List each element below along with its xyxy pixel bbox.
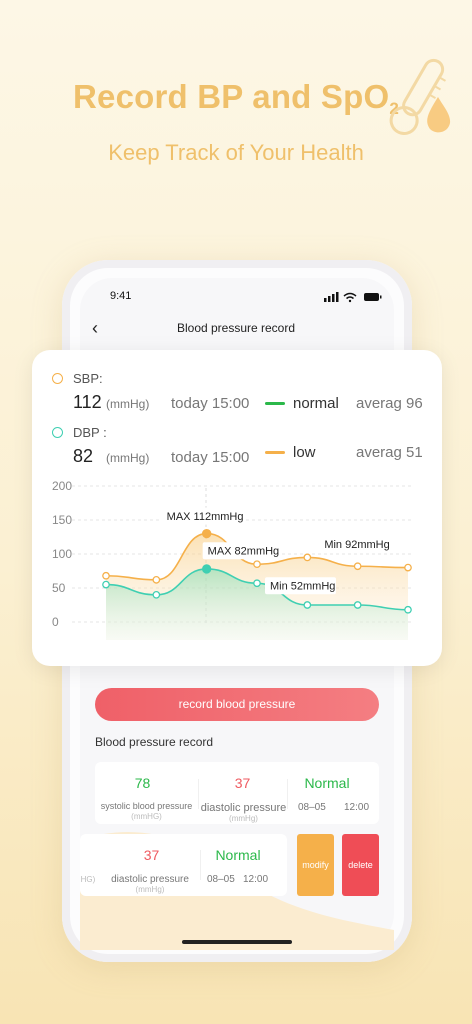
diastolic-unit: (mmHg) (229, 814, 258, 823)
thermometer-icon (389, 58, 451, 135)
dbp-time: today 15:00 (171, 449, 250, 466)
record-date: 08–05 (298, 802, 326, 813)
data-point (152, 575, 161, 584)
annotation-label: MAX 112mmHg (167, 511, 244, 523)
annotation-label: MAX 82mmHg (208, 546, 280, 558)
dbp-value: 82 (73, 446, 94, 466)
divider (287, 779, 288, 809)
systolic-unit: (mmHG) (131, 812, 162, 821)
record-blood-pressure-button[interactable]: record blood pressure (95, 688, 379, 721)
nav-title: Blood pressure record (176, 321, 296, 335)
record-time: 12:00 (344, 802, 370, 813)
annotation-label: Min 92mmHg (324, 539, 389, 551)
dbp-dot-icon (52, 427, 63, 438)
sbp-unit: (mmHg) (106, 397, 150, 411)
data-point (102, 571, 110, 580)
sbp-time: today 15:00 (171, 395, 250, 412)
low-legend-icon (265, 451, 285, 454)
diastolic-unit: (mmHg) (135, 885, 165, 894)
avg-normal: averag 96 (356, 395, 423, 412)
series-area-1 (106, 568, 408, 640)
data-point (404, 563, 412, 572)
diastolic-value: 37 (234, 775, 251, 791)
dbp-unit: (mmHg) (106, 451, 150, 465)
data-point (303, 601, 312, 609)
status-time: 9:41 (110, 290, 132, 302)
data-point (404, 605, 412, 614)
divider (200, 850, 201, 880)
sbp-dot-icon (52, 373, 63, 384)
record-date: 08–05 (207, 874, 235, 885)
home-indicator (182, 940, 292, 944)
hero-title: Record BP and SpO2 (72, 78, 399, 118)
bp-chart: 200 150 100 50 0 MAX 112mmHg MAX 82mmHg Min 92… (52, 479, 412, 640)
y-tick-label: 0 (52, 615, 59, 629)
y-tick-label: 200 (52, 479, 72, 493)
systolic-unit: HG) (80, 875, 96, 884)
hero-subtitle: Keep Track of Your Health (108, 140, 364, 165)
data-point (353, 562, 362, 571)
record-row-swiped[interactable] (80, 834, 287, 896)
data-point (102, 580, 110, 589)
diastolic-label: diastolic pressure (200, 802, 287, 814)
status-badge: Normal (215, 847, 261, 863)
back-button[interactable]: ‹ (92, 318, 98, 338)
y-tick-label: 150 (52, 513, 72, 527)
delete-button[interactable]: delete (342, 834, 379, 896)
normal-legend-icon (265, 402, 285, 405)
record-row[interactable] (95, 762, 379, 824)
avg-low: averag 51 (356, 444, 423, 461)
annotation-box (265, 577, 336, 595)
status-badge: Normal (304, 775, 350, 791)
legend-normal: normal (293, 395, 339, 412)
data-point (303, 553, 312, 562)
legend-low: low (293, 444, 316, 461)
divider (198, 779, 199, 809)
data-point (253, 579, 261, 588)
sbp-label: SBP: (73, 371, 103, 386)
status-icons (324, 292, 382, 303)
data-point (202, 564, 212, 574)
systolic-label: systolic blood pressure (100, 801, 193, 811)
record-time: 12:00 (243, 874, 269, 885)
data-point (202, 528, 212, 539)
annotation-label: Min 52mmHg (270, 581, 335, 593)
data-point (353, 601, 362, 609)
diastolic-label: diastolic pressure (111, 874, 189, 885)
dbp-label: DBP : (73, 425, 107, 440)
sbp-value: 112 (73, 392, 102, 412)
diastolic-value: 37 (143, 847, 160, 863)
annotation-box (319, 535, 391, 553)
annotation-box (161, 507, 239, 525)
systolic-value: 78 (134, 775, 151, 791)
data-point (253, 560, 261, 569)
annotation-box (202, 542, 274, 560)
y-tick-label: 50 (52, 581, 66, 595)
data-point (152, 590, 161, 599)
y-tick-label: 100 (52, 547, 72, 561)
modify-button[interactable]: modify (297, 834, 334, 896)
record-section-title: Blood pressure record (95, 735, 214, 749)
